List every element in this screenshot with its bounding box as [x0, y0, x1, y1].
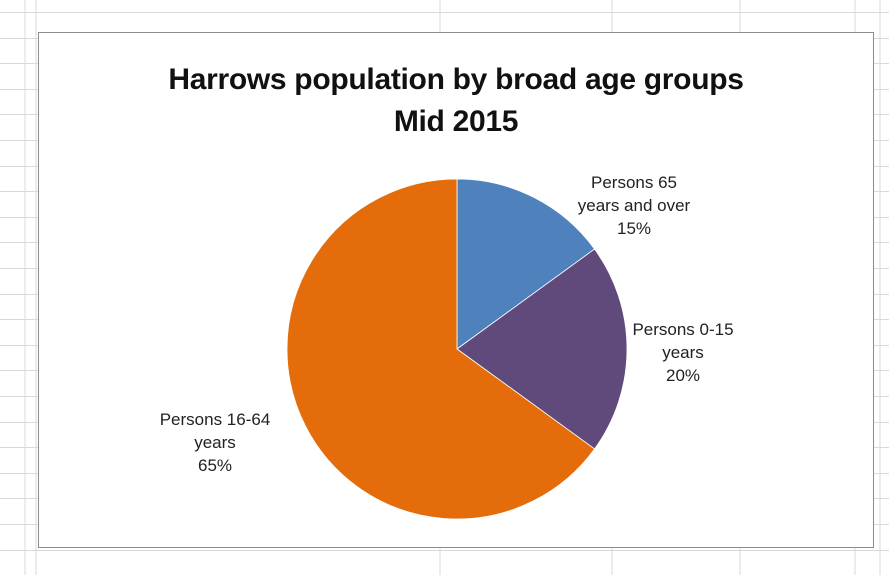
data-label-1: Persons 65 years and over 15%	[578, 173, 691, 238]
pie-chart: Persons 65 years and over 15% Persons 0-15 y…	[39, 33, 875, 549]
chart-area[interactable]: Harrows population by broad age groups M…	[38, 32, 874, 548]
data-label-2: Persons 0-15 years 20%	[632, 320, 733, 385]
data-label-3: Persons 16-64 years 65%	[160, 410, 271, 475]
